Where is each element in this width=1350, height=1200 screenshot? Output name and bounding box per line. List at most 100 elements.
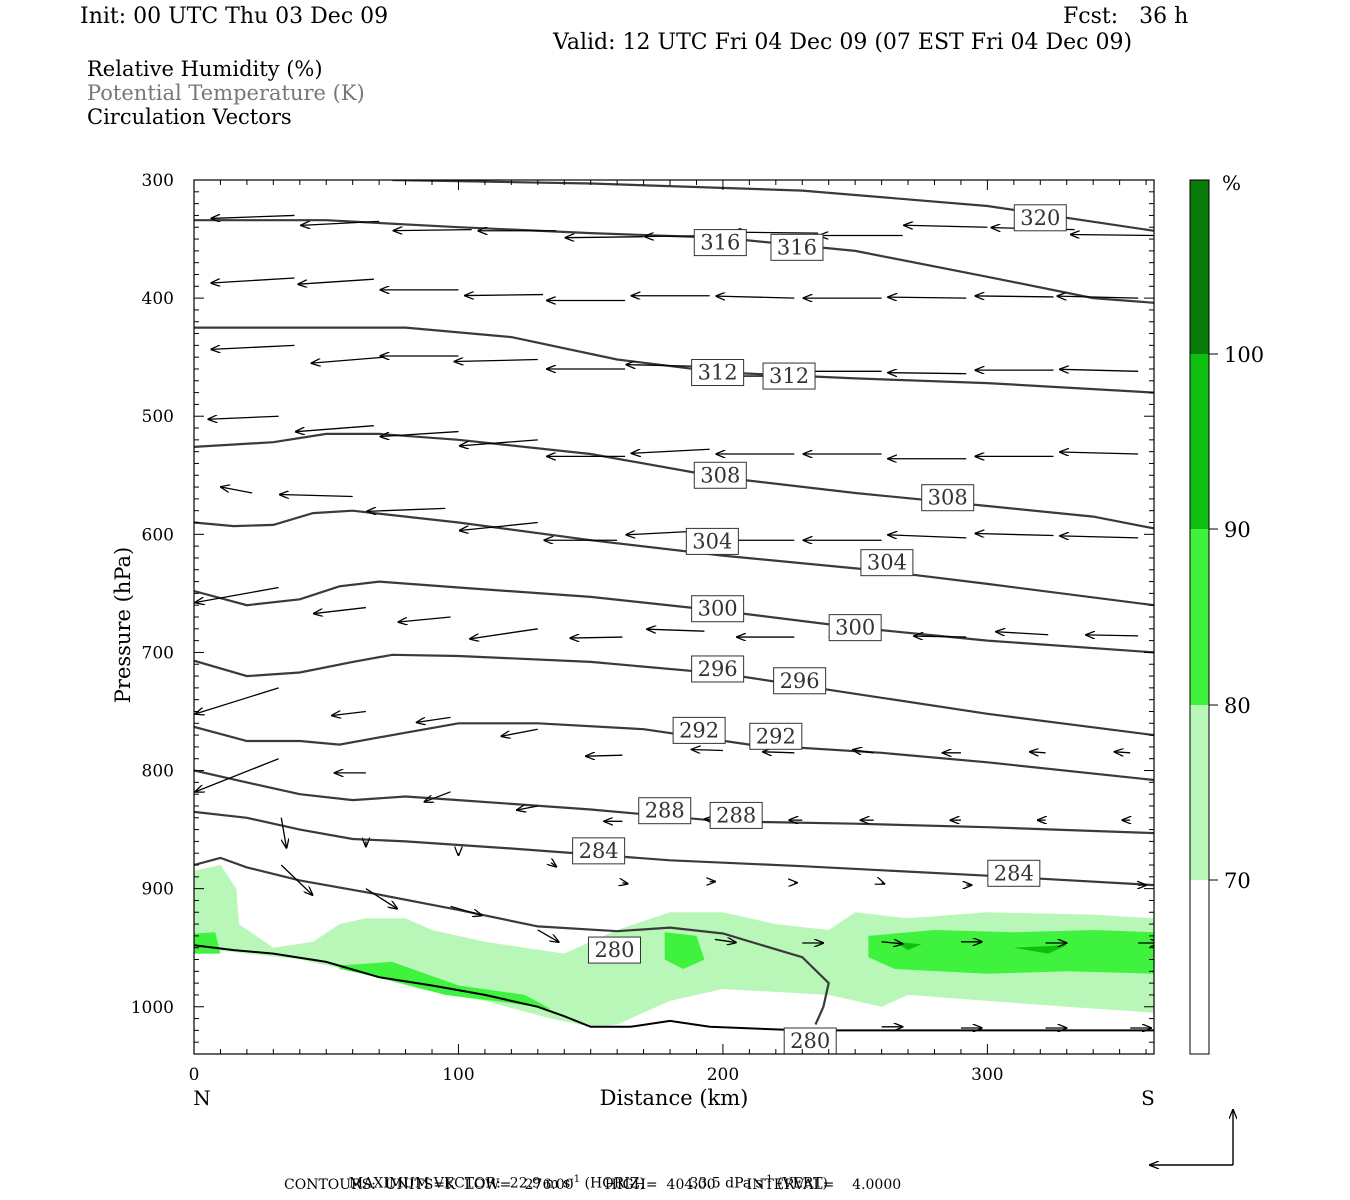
horiz-exponent: -1 (570, 1174, 581, 1185)
forecast-hour: Fcst: 36 h (1063, 4, 1189, 29)
x-tick-label: 0 (189, 1065, 200, 1085)
y-tick-label: 300 (142, 171, 174, 191)
circulation-vector (586, 755, 623, 756)
theta-contour-308 (194, 432, 1154, 530)
valid-time: Valid: 12 UTC Fri 04 Dec 09 (07 EST Fri … (553, 30, 1133, 55)
circulation-vector (280, 495, 353, 497)
x-end-south: S (1141, 1086, 1155, 1110)
theta-contour-292 (194, 722, 1154, 782)
circulation-vector (1086, 635, 1139, 636)
x-tick-label: 100 (442, 1065, 474, 1085)
theta-label-box (587, 936, 641, 964)
max-vector-line: MAXIMUM VECTOR: 22.9 m s-1 (HORIZ) 33.5 … (340, 1158, 828, 1192)
colorbar-band-80 (1190, 529, 1209, 705)
theta-label-box (691, 359, 745, 387)
theta-label: 320 (1020, 206, 1060, 230)
circulation-vector (460, 439, 538, 446)
legend-vectors: Circulation Vectors (87, 105, 292, 129)
x-tick-label: 200 (707, 1065, 739, 1085)
circulation-vector (1060, 369, 1139, 371)
circulation-vector (455, 360, 538, 362)
colorbar-label-80: 80 (1224, 694, 1251, 718)
circulation-vector (314, 606, 366, 614)
theta-label: 296 (698, 657, 738, 681)
y-tick-label: 500 (142, 407, 174, 427)
circulation-vector (221, 487, 253, 494)
theta-label: 296 (780, 669, 820, 693)
circulation-vector (417, 716, 451, 722)
theta-label: 280 (594, 938, 634, 962)
theta-label: 288 (716, 803, 756, 827)
rh-region-90 (1013, 945, 1067, 954)
colorbar-band-100 (1190, 180, 1209, 354)
theta-label: 316 (777, 235, 817, 259)
circulation-vector (298, 278, 374, 284)
circulation-vector (332, 711, 366, 715)
theta-label-box (921, 484, 975, 512)
circulation-vector (551, 863, 556, 867)
circulation-vector (425, 791, 451, 802)
theta-label: 308 (700, 463, 740, 487)
theta-label: 300 (698, 597, 738, 621)
circulation-vector (996, 632, 1049, 635)
circulation-vector (888, 535, 967, 538)
theta-label: 304 (867, 551, 907, 575)
theta-label: 292 (679, 718, 719, 742)
circulation-vector (716, 296, 795, 298)
circulation-vector (1071, 235, 1154, 236)
circulation-vector (365, 888, 397, 909)
theta-label: 284 (994, 861, 1034, 885)
circulation-vector (566, 237, 644, 238)
circulation-vector (1060, 452, 1139, 454)
circulation-vector (537, 929, 559, 942)
theta-contour-layer (194, 180, 1154, 1025)
circulation-vector (853, 750, 874, 753)
vert-exponent: -1 (762, 1174, 773, 1185)
rh-region-80 (868, 930, 1154, 974)
circulation-vector (976, 296, 1054, 297)
circulation-vector (622, 883, 627, 884)
init-time: Init: 00 UTC Thu 03 Dec 09 (80, 4, 389, 29)
vert-value: 33.5 dPa s (689, 1175, 763, 1192)
theta-contour-312 (194, 326, 1154, 394)
theta-contour-288 (194, 769, 1154, 835)
circulation-vector (1115, 752, 1131, 753)
contours-line: CONTOURS: UNITS=K LOW= 276.00 HIGH= 404.… (284, 1177, 902, 1193)
circulation-vector (380, 430, 459, 437)
circulation-vector (399, 616, 451, 622)
theta-contour-296 (194, 653, 1154, 737)
colorbar-label-100: 100 (1224, 343, 1264, 367)
theta-label-box (783, 1027, 837, 1055)
theta-label-box (572, 837, 626, 865)
circulation-vector (692, 749, 723, 750)
colorbar-label-70: 70 (1224, 869, 1251, 893)
axis-ticks: 300 400 500 600 700 800 900 1000 0 100 200 300 (131, 171, 1154, 1085)
vert-tag: (VERT) (777, 1175, 828, 1192)
theta-label-box (770, 233, 824, 261)
theta-label: 288 (645, 799, 685, 823)
circulation-vector (763, 752, 795, 753)
theta-label: 292 (756, 724, 796, 748)
theta-label-box (1013, 204, 1067, 232)
theta-label-box (749, 722, 803, 750)
colorbar-unit: % (1222, 171, 1241, 195)
theta-label: 308 (928, 486, 968, 510)
x-end-north: N (193, 1086, 211, 1110)
circulation-vector (394, 230, 472, 231)
circulation-vector (976, 534, 1054, 536)
theta-contour-304 (194, 509, 1154, 607)
y-tick-label: 800 (142, 762, 174, 782)
circulation-vector (570, 637, 623, 638)
circulation-vector (280, 817, 286, 848)
theta-label: 312 (769, 364, 809, 388)
theta-contour-300 (194, 580, 1154, 654)
circulation-vector (647, 629, 705, 631)
legend-theta: Potential Temperature (K) (87, 81, 365, 105)
circulation-vector (195, 758, 279, 792)
rh-region-80 (664, 932, 705, 969)
theta-label: 304 (692, 529, 732, 553)
terrain-layer (194, 944, 1154, 1032)
theta-contour-316 (194, 219, 1154, 304)
circulation-vector (881, 942, 903, 944)
reference-vector-key (1150, 1110, 1233, 1165)
